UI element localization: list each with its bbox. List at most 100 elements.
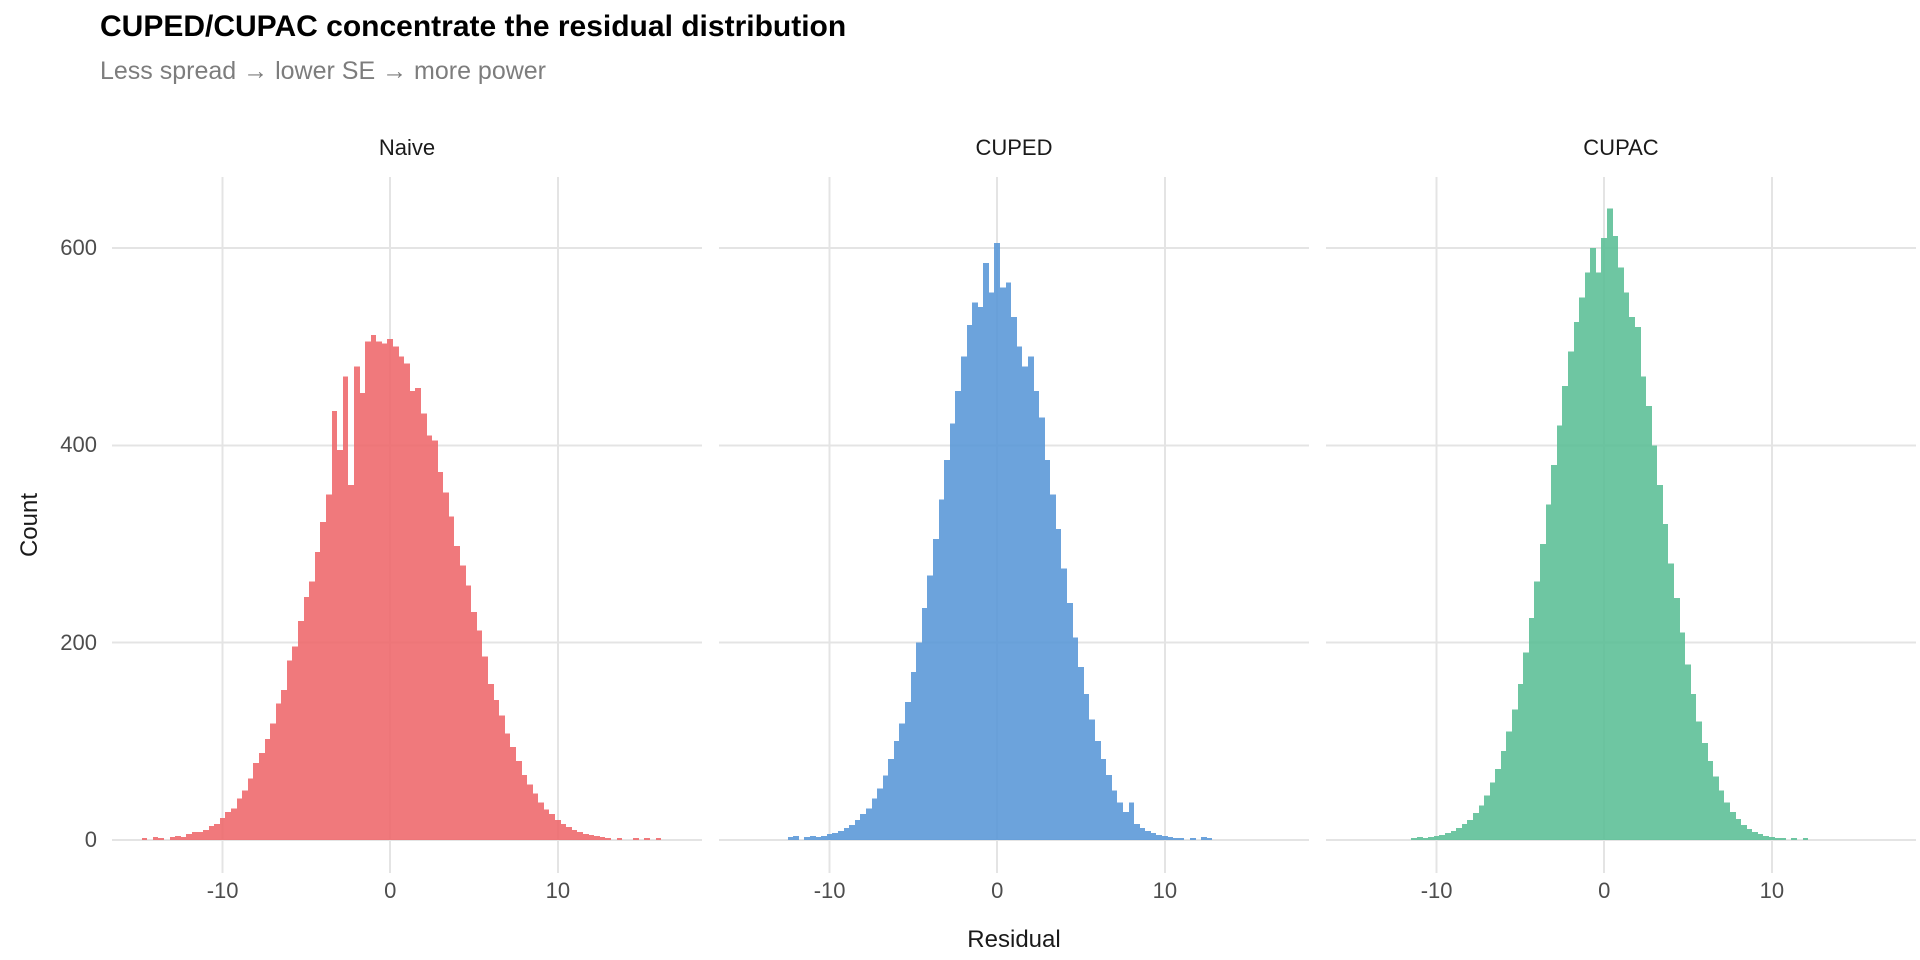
- panel-cuped: [719, 177, 1309, 873]
- histogram-bar: [315, 551, 320, 840]
- histogram-bar: [877, 788, 883, 840]
- histogram-bar: [617, 837, 622, 840]
- histogram-bar: [499, 715, 505, 840]
- histogram-bar: [1512, 709, 1518, 840]
- histogram-bar: [153, 836, 158, 840]
- histogram-bar: [827, 833, 832, 840]
- histogram-bar: [1546, 504, 1551, 840]
- histogram-bar: [237, 798, 242, 840]
- histogram-bar: [488, 684, 494, 840]
- histogram-bar: [1557, 425, 1562, 840]
- histogram-bar: [821, 835, 827, 840]
- histogram-bar: [320, 522, 326, 840]
- x-axis-tick-label: 10: [1759, 878, 1785, 903]
- histogram-bar: [175, 835, 181, 840]
- histogram-bar: [866, 808, 872, 840]
- chart-title: CUPED/CUPAC concentrate the residual dis…: [100, 10, 847, 43]
- histogram-bar: [248, 778, 253, 840]
- histogram-bar: [978, 307, 983, 840]
- histogram-bar: [1574, 322, 1579, 840]
- histogram-bar: [804, 836, 810, 840]
- histogram-bar: [983, 262, 989, 840]
- histogram-bar: [371, 334, 376, 840]
- histogram-bar: [1646, 405, 1652, 840]
- x-axis-tick-label: 0: [991, 878, 1004, 903]
- histogram-bar: [1462, 824, 1467, 840]
- histogram-bar: [1073, 637, 1078, 840]
- histogram-bar: [1490, 782, 1495, 840]
- histogram-bar: [1736, 819, 1741, 840]
- panel-naive: [112, 177, 702, 873]
- histogram-bar: [1775, 837, 1780, 840]
- histogram-bar: [1763, 835, 1769, 840]
- facet-title-cuped: CUPED: [975, 135, 1053, 160]
- histogram-bar: [566, 827, 572, 840]
- histogram-bar: [259, 753, 265, 840]
- histogram-bar: [1456, 828, 1462, 840]
- histogram-bar: [872, 798, 877, 840]
- histogram-bar: [816, 836, 821, 840]
- histogram-bar: [944, 460, 950, 840]
- histogram-bar: [1129, 802, 1134, 840]
- histogram-bar: [225, 812, 231, 840]
- histogram-bar: [1067, 603, 1073, 840]
- histogram-bar: [197, 831, 203, 840]
- histogram-bar: [1050, 494, 1056, 840]
- histogram-bar: [1523, 652, 1529, 840]
- histogram-bar: [899, 723, 905, 840]
- histogram-bar: [916, 642, 922, 840]
- histogram-bar: [1034, 391, 1039, 840]
- histogram-bar: [1529, 617, 1534, 840]
- histogram-bar: [1540, 543, 1546, 840]
- histogram-bar: [1680, 632, 1685, 840]
- histogram-bar: [1685, 664, 1691, 840]
- histogram-bar: [427, 435, 432, 840]
- histogram-bar: [989, 292, 994, 840]
- histogram-bar: [832, 832, 838, 840]
- histogram-bar: [1423, 837, 1428, 840]
- histogram-bar: [1579, 297, 1585, 840]
- histogram-bar: [477, 630, 482, 840]
- histogram-bar: [656, 837, 661, 840]
- histogram-bar: [1803, 837, 1808, 840]
- histogram-bar: [1506, 731, 1512, 840]
- histogram-bar: [471, 612, 477, 840]
- histogram-bar: [1134, 824, 1140, 840]
- y-axis-tick-label: 400: [60, 432, 97, 458]
- panel-cupac: [1326, 177, 1916, 873]
- histogram-bar: [1635, 326, 1641, 840]
- histogram-bar: [605, 837, 611, 840]
- histogram-bar: [1168, 836, 1173, 840]
- x-axis-tick-label: 0: [1598, 878, 1611, 903]
- histogram-bar: [298, 620, 304, 840]
- histogram-bar: [933, 539, 939, 840]
- histogram-bar: [1791, 837, 1797, 840]
- histogram-bar: [1702, 743, 1708, 840]
- histogram-bar: [404, 363, 410, 840]
- histogram-bar: [1145, 830, 1151, 840]
- histogram-bar: [894, 741, 899, 840]
- histogram-bar: [972, 302, 978, 840]
- histogram-bar: [415, 388, 421, 840]
- histogram-bar: [589, 834, 594, 840]
- histogram-bar: [844, 828, 849, 840]
- x-axis-title: Residual: [967, 926, 1061, 953]
- histogram-bar: [1624, 292, 1629, 840]
- histogram-bar: [1696, 721, 1702, 840]
- histogram-bar: [522, 774, 527, 840]
- histogram-bar: [1439, 834, 1445, 840]
- histogram-bar: [1061, 568, 1067, 840]
- histogram-bar: [1484, 795, 1490, 840]
- facet-title-cupac: CUPAC: [1583, 135, 1659, 160]
- histogram-bar: [994, 243, 1000, 840]
- histogram-bar: [1730, 812, 1736, 840]
- facet-title-naive: Naive: [378, 135, 436, 160]
- histogram-bar: [1708, 760, 1713, 840]
- histogram-bar: [304, 597, 309, 840]
- histogram-bar: [1747, 829, 1752, 840]
- histogram-bar: [309, 581, 315, 840]
- histogram-bar: [1101, 758, 1106, 840]
- histogram-bar: [1201, 836, 1207, 840]
- histogram-bar: [443, 492, 449, 840]
- histogram-bar: [438, 471, 443, 840]
